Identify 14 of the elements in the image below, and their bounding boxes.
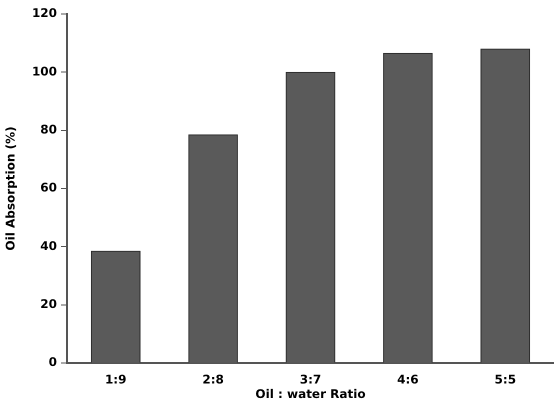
- y-tick-label: 40: [40, 238, 57, 253]
- x-axis-title: Oil : water Ratio: [255, 386, 366, 401]
- x-tick-label: 3:7: [300, 372, 322, 386]
- y-tick-label: 120: [32, 6, 57, 20]
- x-tick-label: 4:6: [397, 372, 419, 386]
- y-tick-label: 60: [40, 180, 57, 195]
- y-tick-label: 80: [40, 122, 57, 136]
- x-tick-label: 2:8: [202, 372, 224, 386]
- x-tick-label: 5:5: [494, 372, 516, 386]
- x-tick-label: 1:9: [104, 372, 126, 386]
- y-tick-label: 100: [32, 64, 57, 78]
- y-axis-title: Oil Absorption (%): [3, 126, 18, 251]
- y-tick-label: 0: [48, 355, 57, 370]
- y-tick-label: 20: [40, 296, 57, 311]
